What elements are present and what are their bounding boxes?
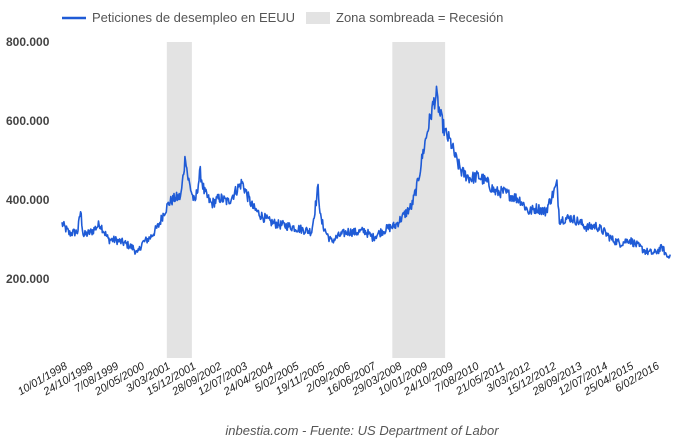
legend: Peticiones de desempleo en EEUU Zona som… [62,10,503,25]
source-note: inbestia.com - Fuente: US Department of … [225,423,499,438]
x-axis-ticks: 10/01/199824/10/19987/08/199920/05/20003… [16,360,662,399]
series-line-peticiones [61,85,671,259]
legend-label-recession: Zona sombreada = Recesión [336,10,503,25]
y-tick-label: 200.000 [6,272,50,286]
legend-label-series: Peticiones de desempleo en EEUU [92,10,295,25]
y-axis-ticks: 800.000 600.000 400.000 200.000 [6,35,50,286]
y-tick-label: 400.000 [6,193,50,207]
y-tick-label: 800.000 [6,35,50,49]
legend-swatch-recession [306,12,330,24]
y-tick-label: 600.000 [6,114,50,128]
